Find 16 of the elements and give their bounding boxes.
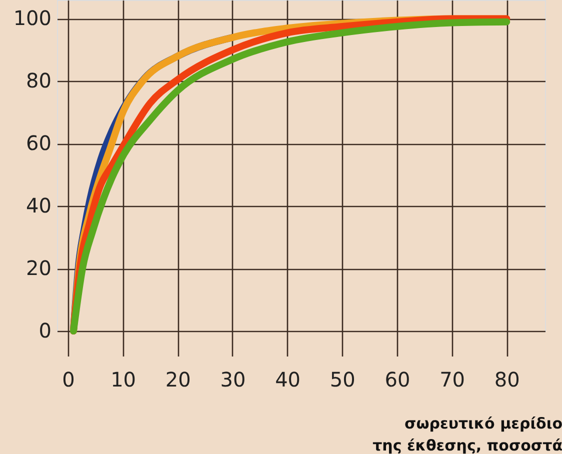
y-tick-label: 40	[26, 194, 52, 218]
x-axis-title: σωρευτικό μερίδιο της έκθεσης, ποσοστά	[372, 414, 562, 454]
x-tick-label: 50	[330, 368, 356, 392]
x-tick-label: 40	[275, 368, 301, 392]
x-tick-label: 30	[220, 368, 246, 392]
y-tick-label: 80	[26, 68, 52, 93]
x-tick-label: 60	[384, 368, 410, 392]
x-tick-label: 70	[440, 368, 466, 392]
y-tick-label: 0	[38, 318, 52, 342]
y-tick-label: 60	[26, 131, 52, 156]
x-tick-label: 0	[62, 368, 75, 392]
x-tick-label: 10	[110, 368, 136, 392]
y-tick-label: 100	[13, 6, 52, 30]
y-tick-label: 20	[26, 256, 52, 280]
x-tick-label: 20	[165, 368, 191, 392]
x-tick-label: 80	[494, 368, 520, 392]
